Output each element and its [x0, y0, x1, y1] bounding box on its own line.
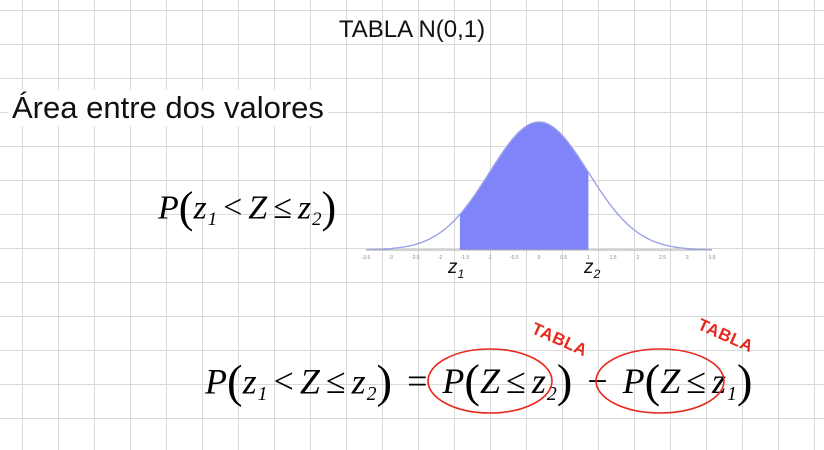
tick-label: -1	[487, 255, 492, 261]
tick-label: 1.5	[610, 255, 617, 261]
density-curve	[366, 121, 712, 251]
x-axis-ticks: -3.5 -3 -2.5 -2 -1.5 -1 -0.5 0 0.5 1 1.5 2 2.5 3 3.5	[362, 255, 716, 261]
tick-label: 0	[538, 255, 541, 261]
z1-label: z1	[448, 257, 465, 281]
tick-label: 1	[587, 255, 590, 261]
formula-decomposition: P(z1 < Z ≤ z2) = P(Z ≤ z2) − P(Z ≤ z1)	[205, 356, 753, 408]
tick-label: -2.5	[411, 255, 420, 261]
normal-curve-chart: -3.5 -3 -2.5 -2 -1.5 -1 -0.5 0 0.5 1 1.5 2 2.5 3 3.5	[362, 121, 716, 261]
tick-label: -1.5	[461, 255, 470, 261]
shaded-area	[459, 122, 589, 250]
tick-label: -0.5	[510, 255, 519, 261]
term-2: P(Z ≤ z1)	[622, 356, 753, 408]
tick-label: -2	[438, 255, 443, 261]
tick-label: 2	[637, 255, 640, 261]
tick-label: 3	[686, 255, 689, 261]
z2-label: z2	[584, 257, 601, 281]
tabla-annotation-2: TABLA	[694, 314, 757, 357]
section-heading: Área entre dos valores	[8, 90, 328, 126]
tick-label: 0.5	[560, 255, 567, 261]
term-1: P(Z ≤ z2)	[442, 356, 573, 408]
tick-label: 2.5	[659, 255, 666, 261]
page-title: TABLA N(0,1)	[338, 16, 486, 43]
formula-probability-between: P(z1 < Z ≤ z2)	[158, 183, 337, 232]
tick-label: 3.5	[709, 255, 716, 261]
tick-label: -3	[388, 255, 393, 261]
tick-label: -3.5	[362, 255, 371, 261]
